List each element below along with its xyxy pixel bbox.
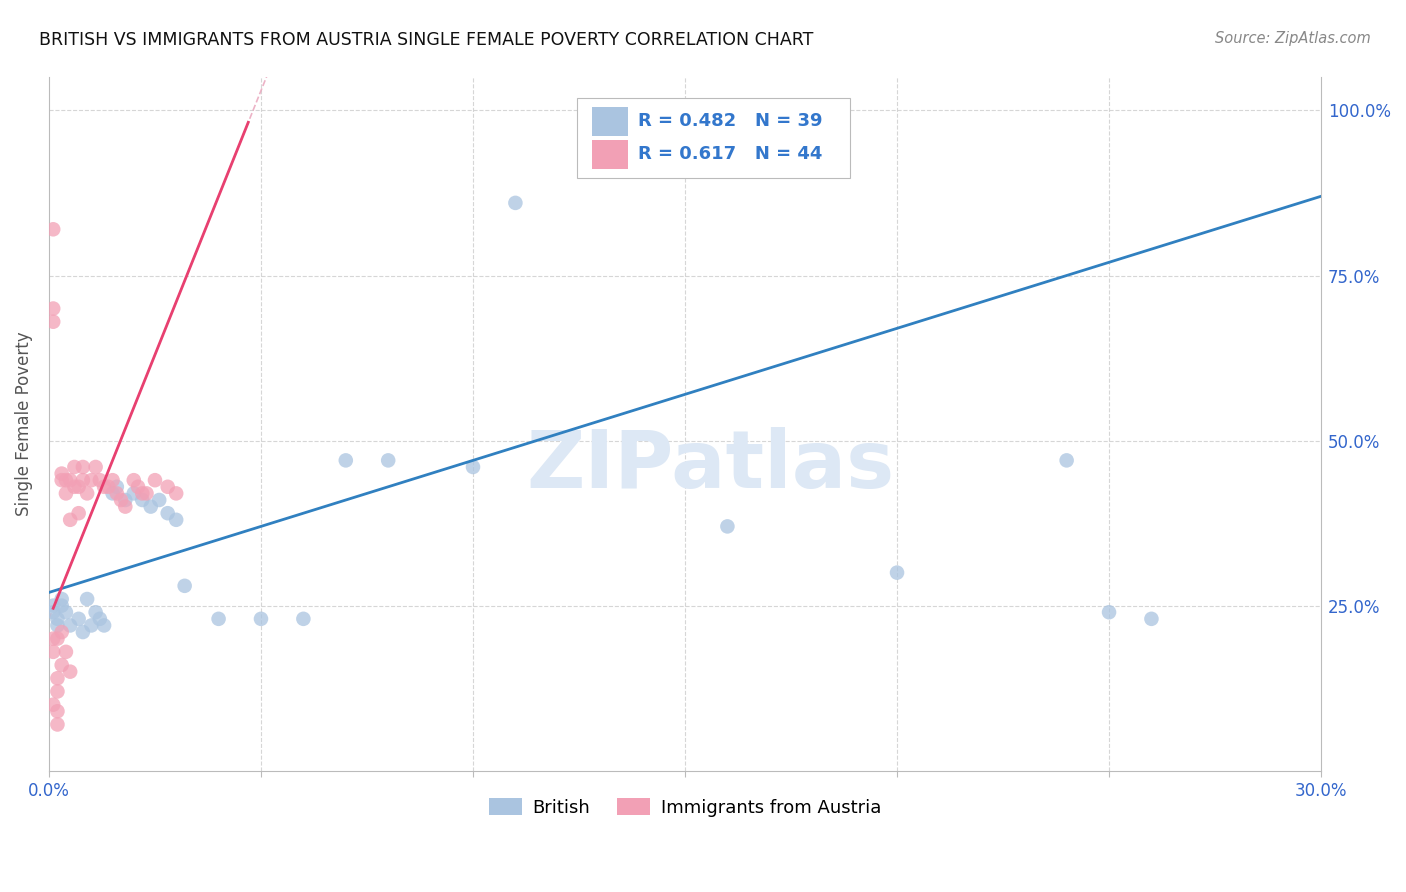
FancyBboxPatch shape xyxy=(576,98,851,178)
FancyBboxPatch shape xyxy=(592,107,627,136)
Point xyxy=(67,612,90,626)
Point xyxy=(51,599,73,613)
Point xyxy=(63,460,86,475)
Point xyxy=(101,473,124,487)
Point xyxy=(101,486,124,500)
Point xyxy=(55,473,77,487)
Point xyxy=(292,612,315,626)
Point xyxy=(250,612,273,626)
Point xyxy=(143,473,166,487)
Point xyxy=(80,473,103,487)
Point xyxy=(631,103,654,118)
Y-axis label: Single Female Poverty: Single Female Poverty xyxy=(15,332,32,516)
Point xyxy=(55,486,77,500)
Point xyxy=(51,658,73,673)
Point xyxy=(67,506,90,520)
Point xyxy=(135,486,157,500)
Point xyxy=(114,493,136,508)
Point xyxy=(131,486,153,500)
Point xyxy=(51,467,73,481)
Point xyxy=(886,566,908,580)
Point xyxy=(46,671,69,685)
Point xyxy=(93,480,115,494)
Point xyxy=(110,493,132,508)
Point xyxy=(55,645,77,659)
Point xyxy=(716,519,738,533)
Text: R = 0.617   N = 44: R = 0.617 N = 44 xyxy=(638,145,823,163)
Point xyxy=(461,460,484,475)
Point xyxy=(105,486,128,500)
Point xyxy=(42,301,65,316)
Point xyxy=(55,605,77,619)
Point xyxy=(122,486,145,500)
Point xyxy=(589,103,612,118)
Point xyxy=(67,480,90,494)
Point xyxy=(59,665,82,679)
Point xyxy=(46,632,69,646)
Point xyxy=(93,618,115,632)
Point xyxy=(89,612,111,626)
Point xyxy=(42,315,65,329)
Point xyxy=(42,222,65,236)
Point xyxy=(42,605,65,619)
Point xyxy=(42,698,65,712)
Point xyxy=(165,513,187,527)
Point xyxy=(89,473,111,487)
Point xyxy=(46,618,69,632)
Point xyxy=(105,480,128,494)
Point xyxy=(51,592,73,607)
Point xyxy=(51,625,73,640)
Point xyxy=(59,618,82,632)
Point xyxy=(59,473,82,487)
Point xyxy=(505,195,527,210)
Point xyxy=(1140,612,1163,626)
Text: BRITISH VS IMMIGRANTS FROM AUSTRIA SINGLE FEMALE POVERTY CORRELATION CHART: BRITISH VS IMMIGRANTS FROM AUSTRIA SINGL… xyxy=(39,31,814,49)
Point xyxy=(76,486,98,500)
Point xyxy=(72,473,94,487)
Point xyxy=(1056,453,1078,467)
Point xyxy=(1098,605,1121,619)
Point xyxy=(59,513,82,527)
Legend: British, Immigrants from Austria: British, Immigrants from Austria xyxy=(482,791,889,824)
Point xyxy=(156,506,179,520)
Point xyxy=(122,473,145,487)
Point xyxy=(165,486,187,500)
Text: ZIPatlas: ZIPatlas xyxy=(526,426,894,505)
Point xyxy=(51,473,73,487)
Point xyxy=(335,453,357,467)
Text: Source: ZipAtlas.com: Source: ZipAtlas.com xyxy=(1215,31,1371,46)
Point xyxy=(131,493,153,508)
Point xyxy=(148,493,170,508)
Point xyxy=(207,612,229,626)
Point xyxy=(46,684,69,698)
Point xyxy=(63,480,86,494)
Point xyxy=(114,500,136,514)
Point xyxy=(156,480,179,494)
Point xyxy=(173,579,195,593)
Point xyxy=(42,632,65,646)
Point xyxy=(84,605,107,619)
Point xyxy=(46,704,69,718)
Point xyxy=(97,480,120,494)
Point xyxy=(127,480,149,494)
Point xyxy=(139,500,162,514)
Point xyxy=(84,460,107,475)
Point xyxy=(42,645,65,659)
Text: R = 0.482   N = 39: R = 0.482 N = 39 xyxy=(638,112,823,130)
Point xyxy=(42,599,65,613)
Point xyxy=(72,625,94,640)
FancyBboxPatch shape xyxy=(592,140,627,169)
Point xyxy=(76,592,98,607)
Point xyxy=(46,717,69,731)
Point xyxy=(80,618,103,632)
Point xyxy=(46,612,69,626)
Point xyxy=(72,460,94,475)
Point xyxy=(377,453,399,467)
